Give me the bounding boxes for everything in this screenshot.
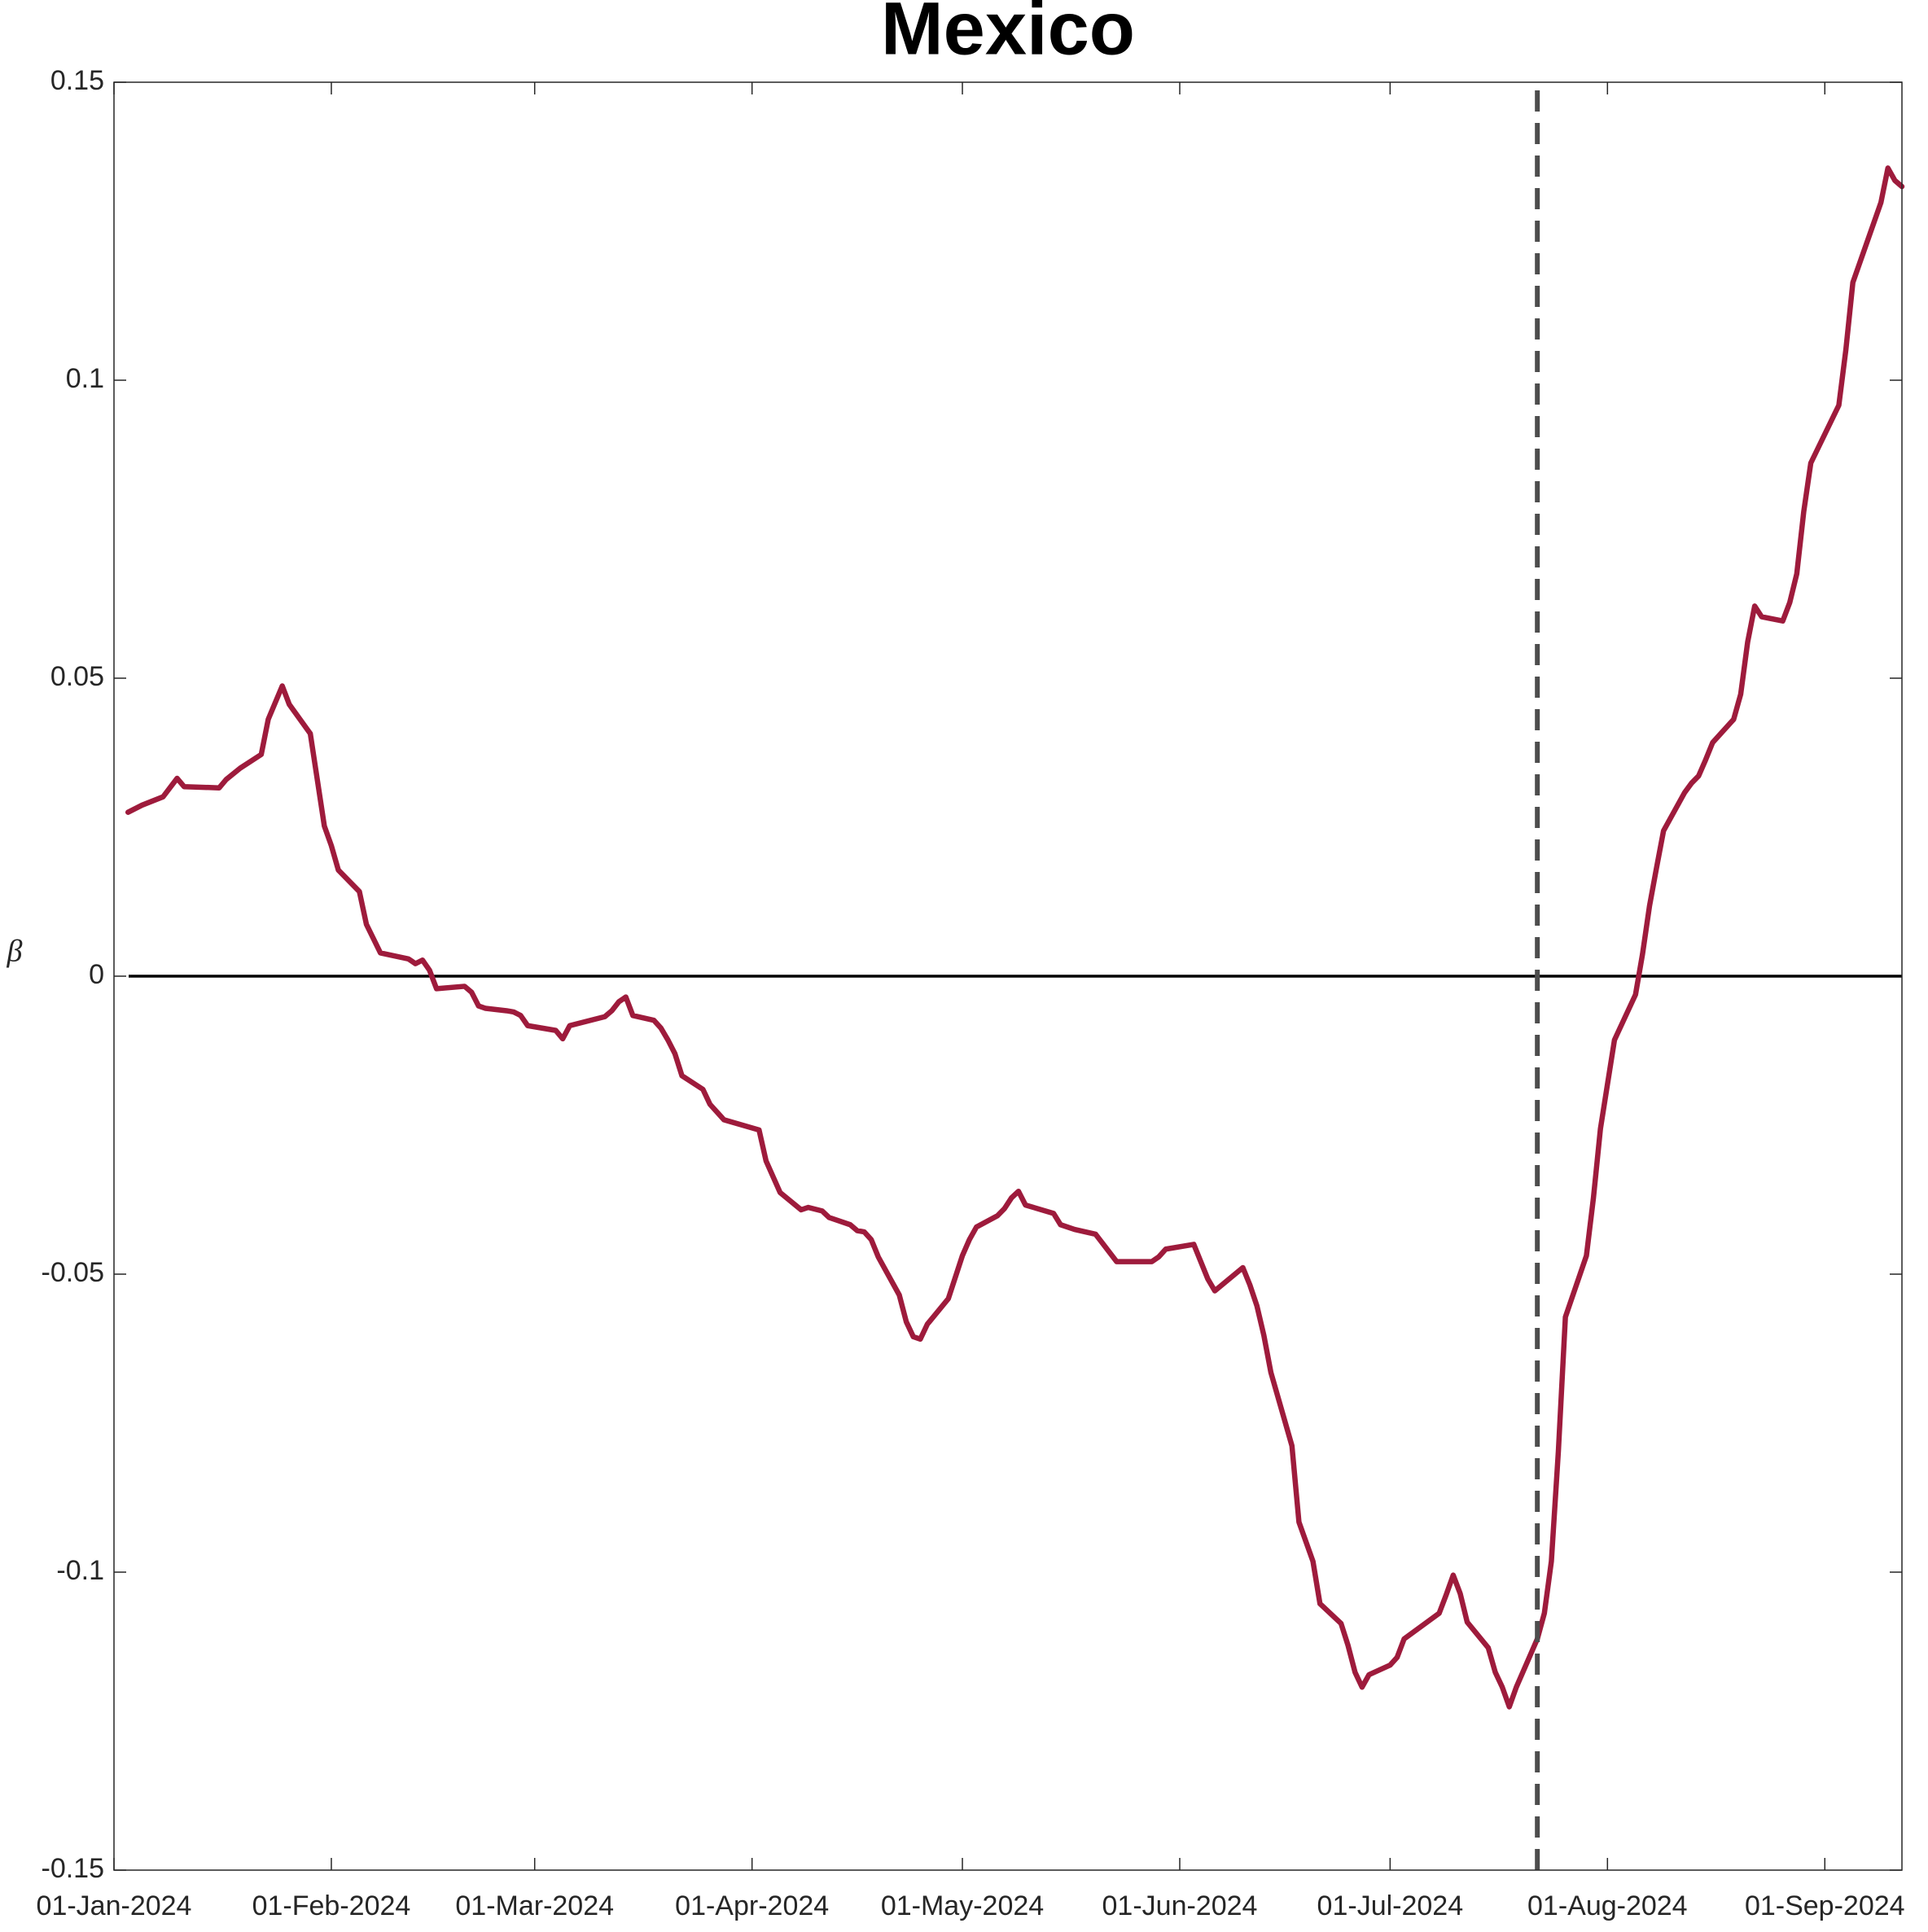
- x-tick-label: 01-Mar-2024: [455, 1890, 614, 1921]
- chart-title: Mexico: [881, 0, 1135, 70]
- plot-frame: [113, 81, 1903, 1871]
- y-axis-label: β: [7, 935, 23, 969]
- y-tick-label: 0: [89, 959, 104, 990]
- x-tick-label: 01-Feb-2024: [252, 1890, 411, 1921]
- x-tick-label: 01-Jul-2024: [1317, 1890, 1464, 1921]
- x-tick-label: 01-May-2024: [881, 1890, 1044, 1921]
- x-tick-label: 01-Jan-2024: [37, 1890, 192, 1921]
- x-tick-label: 01-Jun-2024: [1102, 1890, 1258, 1921]
- x-tick-label: 01-Apr-2024: [675, 1890, 829, 1921]
- y-tick-label: -0.15: [42, 1853, 105, 1884]
- x-tick-label: 01-Aug-2024: [1527, 1890, 1688, 1921]
- data-line: [125, 165, 1905, 1710]
- y-tick-label: 0.15: [50, 65, 104, 96]
- y-tick-label: -0.1: [56, 1555, 104, 1586]
- y-tick-label: 0.05: [50, 661, 104, 692]
- y-tick-label: 0.1: [66, 363, 104, 394]
- y-tick-label: -0.05: [42, 1257, 105, 1288]
- x-tick-label: 01-Sep-2024: [1745, 1890, 1905, 1921]
